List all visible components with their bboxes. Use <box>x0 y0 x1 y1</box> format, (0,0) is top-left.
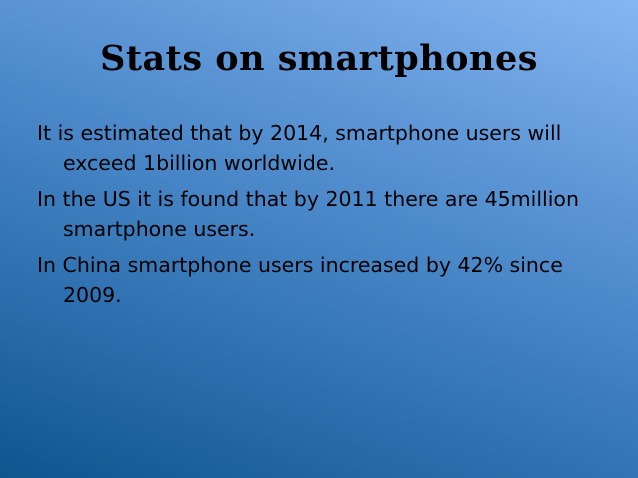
bullet-item: It is estimated that by 2014, smartphone… <box>37 121 562 175</box>
bullet-list: It is estimated that by 2014, smartphone… <box>37 118 627 316</box>
bullet-item: In the US it is found that by 2011 there… <box>37 187 579 241</box>
slide-title: Stats on smartphones <box>100 38 538 79</box>
bullet-item: In China smartphone users increased by 4… <box>37 253 563 307</box>
